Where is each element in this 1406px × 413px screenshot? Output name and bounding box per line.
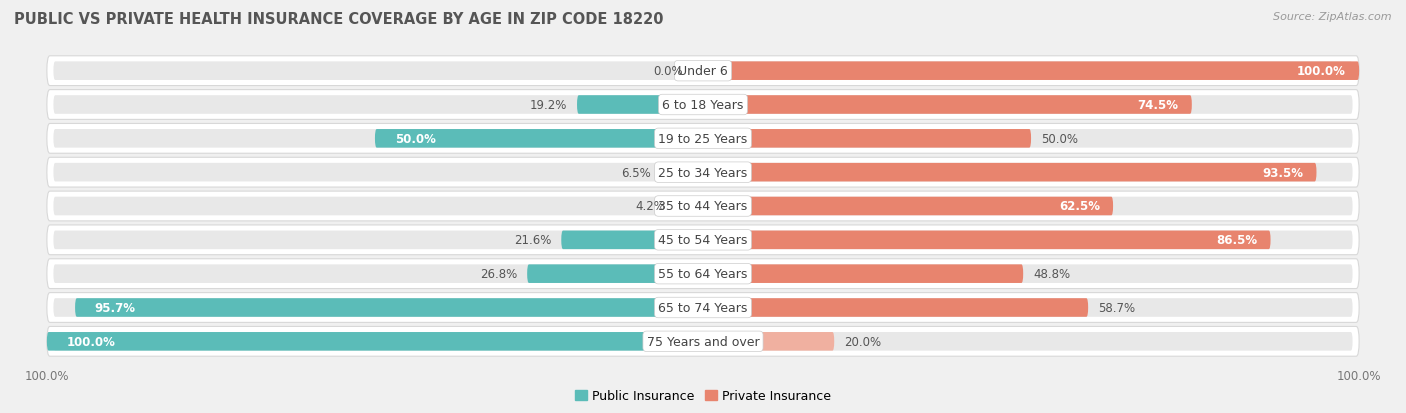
Text: 35 to 44 Years: 35 to 44 Years — [658, 200, 748, 213]
FancyBboxPatch shape — [53, 130, 700, 148]
FancyBboxPatch shape — [46, 225, 1360, 255]
Text: 95.7%: 95.7% — [94, 301, 136, 314]
Text: 25 to 34 Years: 25 to 34 Years — [658, 166, 748, 179]
Text: 19.2%: 19.2% — [530, 99, 567, 112]
FancyBboxPatch shape — [706, 197, 1353, 216]
FancyBboxPatch shape — [703, 299, 1088, 317]
Text: 93.5%: 93.5% — [1263, 166, 1303, 179]
Text: 20.0%: 20.0% — [844, 335, 882, 348]
Text: 4.2%: 4.2% — [636, 200, 665, 213]
FancyBboxPatch shape — [576, 96, 703, 114]
FancyBboxPatch shape — [703, 332, 834, 351]
FancyBboxPatch shape — [706, 96, 1353, 114]
FancyBboxPatch shape — [46, 124, 1360, 154]
FancyBboxPatch shape — [527, 265, 703, 283]
FancyBboxPatch shape — [53, 299, 700, 317]
Text: 19 to 25 Years: 19 to 25 Years — [658, 133, 748, 145]
FancyBboxPatch shape — [706, 332, 1353, 351]
FancyBboxPatch shape — [46, 192, 1360, 221]
FancyBboxPatch shape — [706, 164, 1353, 182]
Legend: Public Insurance, Private Insurance: Public Insurance, Private Insurance — [569, 385, 837, 408]
Text: 48.8%: 48.8% — [1033, 268, 1070, 280]
Text: 100.0%: 100.0% — [1298, 65, 1346, 78]
Text: 75 Years and over: 75 Years and over — [647, 335, 759, 348]
Text: 26.8%: 26.8% — [479, 268, 517, 280]
FancyBboxPatch shape — [706, 231, 1353, 249]
FancyBboxPatch shape — [706, 265, 1353, 283]
FancyBboxPatch shape — [53, 231, 700, 249]
FancyBboxPatch shape — [53, 197, 700, 216]
Text: 65 to 74 Years: 65 to 74 Years — [658, 301, 748, 314]
FancyBboxPatch shape — [703, 197, 1114, 216]
Text: 6 to 18 Years: 6 to 18 Years — [662, 99, 744, 112]
Text: 45 to 54 Years: 45 to 54 Years — [658, 234, 748, 247]
FancyBboxPatch shape — [53, 96, 700, 114]
Text: Source: ZipAtlas.com: Source: ZipAtlas.com — [1274, 12, 1392, 22]
FancyBboxPatch shape — [53, 332, 700, 351]
Text: 100.0%: 100.0% — [66, 335, 115, 348]
FancyBboxPatch shape — [53, 164, 700, 182]
Text: 62.5%: 62.5% — [1059, 200, 1099, 213]
FancyBboxPatch shape — [703, 130, 1031, 148]
Text: 6.5%: 6.5% — [621, 166, 651, 179]
FancyBboxPatch shape — [561, 231, 703, 249]
Text: 21.6%: 21.6% — [515, 234, 551, 247]
Text: 0.0%: 0.0% — [654, 65, 683, 78]
Text: 86.5%: 86.5% — [1216, 234, 1257, 247]
FancyBboxPatch shape — [703, 265, 1024, 283]
Text: 50.0%: 50.0% — [1040, 133, 1078, 145]
FancyBboxPatch shape — [46, 332, 703, 351]
FancyBboxPatch shape — [46, 57, 1360, 86]
FancyBboxPatch shape — [706, 130, 1353, 148]
FancyBboxPatch shape — [46, 259, 1360, 289]
FancyBboxPatch shape — [703, 96, 1192, 114]
FancyBboxPatch shape — [46, 158, 1360, 188]
FancyBboxPatch shape — [46, 90, 1360, 120]
Text: Under 6: Under 6 — [678, 65, 728, 78]
FancyBboxPatch shape — [706, 62, 1353, 81]
FancyBboxPatch shape — [661, 164, 703, 182]
FancyBboxPatch shape — [703, 62, 1360, 81]
Text: 50.0%: 50.0% — [395, 133, 436, 145]
Text: 74.5%: 74.5% — [1137, 99, 1178, 112]
FancyBboxPatch shape — [53, 265, 700, 283]
FancyBboxPatch shape — [53, 62, 700, 81]
FancyBboxPatch shape — [46, 327, 1360, 356]
FancyBboxPatch shape — [703, 164, 1316, 182]
FancyBboxPatch shape — [703, 231, 1271, 249]
Text: PUBLIC VS PRIVATE HEALTH INSURANCE COVERAGE BY AGE IN ZIP CODE 18220: PUBLIC VS PRIVATE HEALTH INSURANCE COVER… — [14, 12, 664, 27]
FancyBboxPatch shape — [46, 293, 1360, 323]
Text: 55 to 64 Years: 55 to 64 Years — [658, 268, 748, 280]
FancyBboxPatch shape — [375, 130, 703, 148]
FancyBboxPatch shape — [706, 299, 1353, 317]
Text: 58.7%: 58.7% — [1098, 301, 1135, 314]
FancyBboxPatch shape — [675, 197, 703, 216]
FancyBboxPatch shape — [75, 299, 703, 317]
